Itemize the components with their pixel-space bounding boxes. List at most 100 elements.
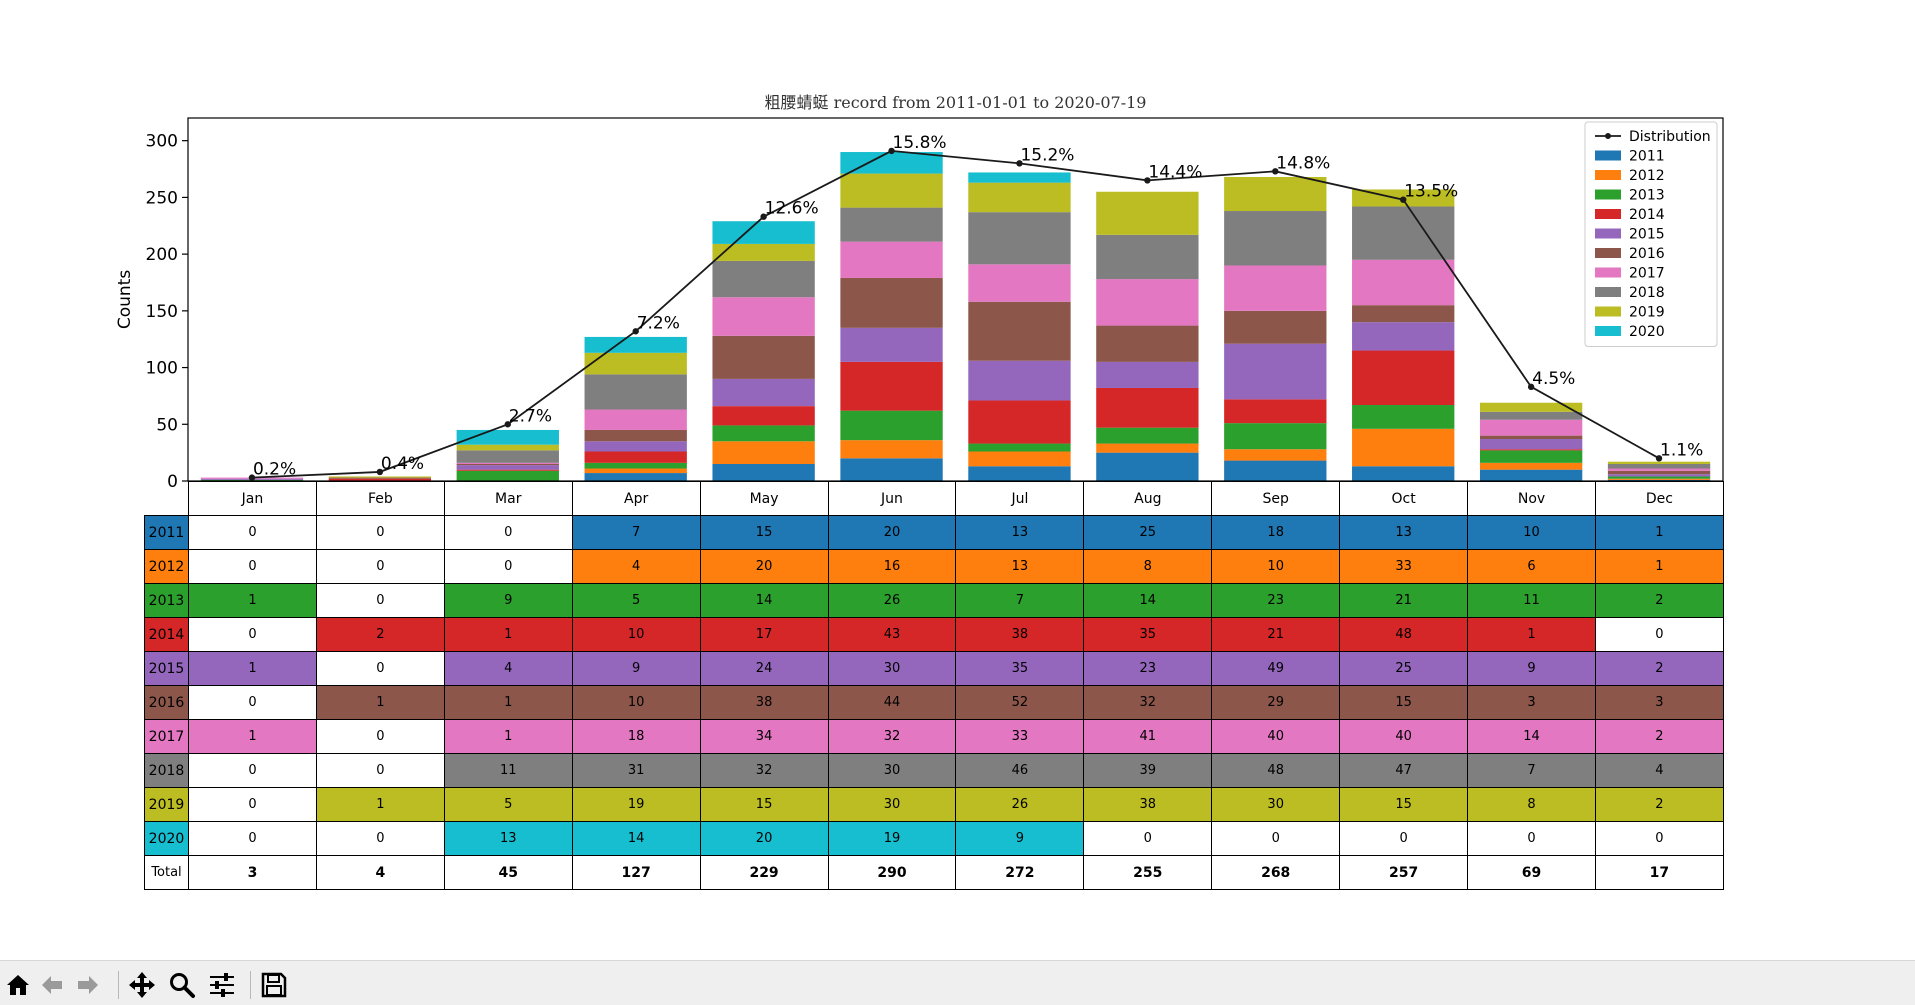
table-row: 2018 0 0 11 31 32 30 46 39 48 47 7 4 bbox=[144, 753, 1724, 788]
table-cell: 1 bbox=[188, 583, 317, 618]
y-tick-label: 100 bbox=[146, 359, 178, 379]
row-header-total: Total bbox=[144, 855, 189, 890]
chart-title: 粗腰蜻蜓 record from 2011-01-01 to 2020-07-1… bbox=[765, 93, 1147, 112]
bar-segment-2015-Apr bbox=[584, 441, 687, 452]
table-cell: 40 bbox=[1211, 719, 1341, 754]
table-cell: 13 bbox=[1339, 515, 1469, 550]
table-corner bbox=[145, 482, 189, 516]
table-row: 2016 0 1 1 10 38 44 52 32 29 15 3 3 bbox=[144, 685, 1724, 720]
pan-button[interactable] bbox=[126, 969, 158, 1001]
distribution-line bbox=[251, 149, 1660, 479]
table-cell: 30 bbox=[827, 651, 957, 686]
bar-segment-2012-Sep bbox=[1224, 449, 1327, 461]
table-cell: 0 bbox=[188, 617, 317, 652]
table-row: 2017 1 0 1 18 34 32 33 41 40 40 14 2 bbox=[144, 719, 1724, 754]
legend-entry-2013: 2013 bbox=[1629, 188, 1665, 204]
table-cell: 1 bbox=[1467, 617, 1596, 652]
total-cell: 4 bbox=[315, 855, 445, 890]
table-cell: 25 bbox=[1083, 515, 1213, 550]
arrow-left-icon bbox=[42, 976, 62, 994]
table-cell: 26 bbox=[955, 787, 1085, 822]
row-header-2020: 2020 bbox=[144, 821, 189, 856]
bar-segment-2012-Oct bbox=[1352, 428, 1455, 467]
bar-segment-2016-Jul bbox=[968, 301, 1071, 361]
zoom-button[interactable] bbox=[166, 969, 198, 1001]
bar-segment-2019-Jun bbox=[840, 173, 943, 208]
bar-segment-2016-Apr bbox=[584, 429, 687, 442]
table-cell: 47 bbox=[1339, 753, 1469, 788]
table-cell: 14 bbox=[699, 583, 829, 618]
bar-segment-2014-Oct bbox=[1352, 350, 1455, 405]
table-cell: 31 bbox=[571, 753, 701, 788]
bar-segment-2013-Jul bbox=[968, 443, 1071, 452]
table-cell: 26 bbox=[827, 583, 957, 618]
distribution-label-Feb: 0.4% bbox=[381, 454, 424, 474]
table-cell: 15 bbox=[1339, 685, 1469, 720]
bar-segment-2012-Dec bbox=[1607, 478, 1711, 480]
table-row: 2015 1 0 4 9 24 30 35 23 49 25 9 2 bbox=[144, 651, 1724, 686]
total-cell: 3 bbox=[188, 855, 317, 890]
table-cell: 10 bbox=[571, 685, 701, 720]
configure-subplots-button[interactable] bbox=[206, 969, 238, 1001]
table-cell: 32 bbox=[827, 719, 957, 754]
total-cell: 257 bbox=[1339, 855, 1469, 890]
table-cell: 1 bbox=[188, 651, 317, 686]
table-cell: 19 bbox=[827, 821, 957, 856]
forward-button[interactable] bbox=[72, 969, 104, 1001]
bar-segment-2016-Nov bbox=[1479, 435, 1583, 440]
table-cell: 13 bbox=[443, 821, 573, 856]
table-cell: 0 bbox=[315, 549, 445, 584]
bar-segment-2014-Feb bbox=[328, 478, 432, 481]
bar-segment-2017-Jul bbox=[968, 264, 1071, 302]
bar-segment-2020-Apr bbox=[584, 336, 687, 353]
table-cell: 41 bbox=[1083, 719, 1213, 754]
back-button[interactable] bbox=[36, 969, 68, 1001]
bar-segment-2013-Dec bbox=[1607, 476, 1711, 479]
distribution-label-Dec: 1.1% bbox=[1660, 440, 1703, 460]
legend-swatch-2017 bbox=[1595, 267, 1621, 278]
distribution-label-Apr: 7.2% bbox=[637, 313, 680, 333]
total-cell: 17 bbox=[1594, 855, 1724, 890]
bar-segment-2013-Apr bbox=[584, 462, 687, 469]
y-axis-label: Counts bbox=[115, 270, 135, 329]
legend-swatch-2019 bbox=[1595, 306, 1621, 317]
magnifier-icon bbox=[170, 973, 195, 998]
table-row: 2012 0 0 0 4 20 16 13 8 10 33 6 1 bbox=[144, 549, 1724, 584]
save-button[interactable] bbox=[258, 969, 290, 1001]
bar-segment-2015-Mar bbox=[456, 465, 559, 470]
bar-segment-2017-May bbox=[712, 297, 815, 336]
home-button[interactable] bbox=[2, 969, 34, 1001]
row-header-2012: 2012 bbox=[144, 549, 189, 584]
table-cell: 0 bbox=[315, 719, 445, 754]
legend-entry-2015: 2015 bbox=[1629, 227, 1665, 243]
legend-entry-2016: 2016 bbox=[1629, 246, 1665, 262]
bar-segment-2012-Nov bbox=[1479, 462, 1583, 470]
bar-segment-2013-Oct bbox=[1352, 404, 1455, 429]
table-cell: 18 bbox=[571, 719, 701, 754]
total-cell: 290 bbox=[827, 855, 957, 890]
bar-segment-2013-Sep bbox=[1224, 423, 1327, 450]
distribution-label-Nov: 4.5% bbox=[1532, 369, 1575, 389]
table-cell: 2 bbox=[315, 617, 445, 652]
table-cell: 8 bbox=[1467, 787, 1596, 822]
bar-segment-2012-May bbox=[712, 441, 815, 464]
bar-segment-2015-Aug bbox=[1096, 361, 1199, 388]
bar-segment-2011-Apr bbox=[584, 473, 687, 481]
bar-segment-2015-Dec bbox=[1607, 474, 1711, 477]
table-cell: 1 bbox=[315, 787, 445, 822]
table-cell: 16 bbox=[827, 549, 957, 584]
total-cell: 229 bbox=[699, 855, 829, 890]
bar-segment-2019-Aug bbox=[1096, 191, 1199, 235]
table-cell: 7 bbox=[955, 583, 1085, 618]
table-cell: 14 bbox=[571, 821, 701, 856]
distribution-point-Jan bbox=[248, 474, 256, 481]
table-cell: 49 bbox=[1211, 651, 1341, 686]
bar-segment-2018-Nov bbox=[1479, 411, 1583, 420]
bar-segment-2017-Apr bbox=[584, 409, 687, 430]
bar-segment-2011-May bbox=[712, 463, 815, 481]
table-cell: 15 bbox=[1339, 787, 1469, 822]
distribution-point-Feb bbox=[376, 468, 384, 476]
table-cell: 0 bbox=[443, 515, 573, 550]
row-header-2019: 2019 bbox=[144, 787, 189, 822]
table-cell: 1 bbox=[1594, 515, 1724, 550]
